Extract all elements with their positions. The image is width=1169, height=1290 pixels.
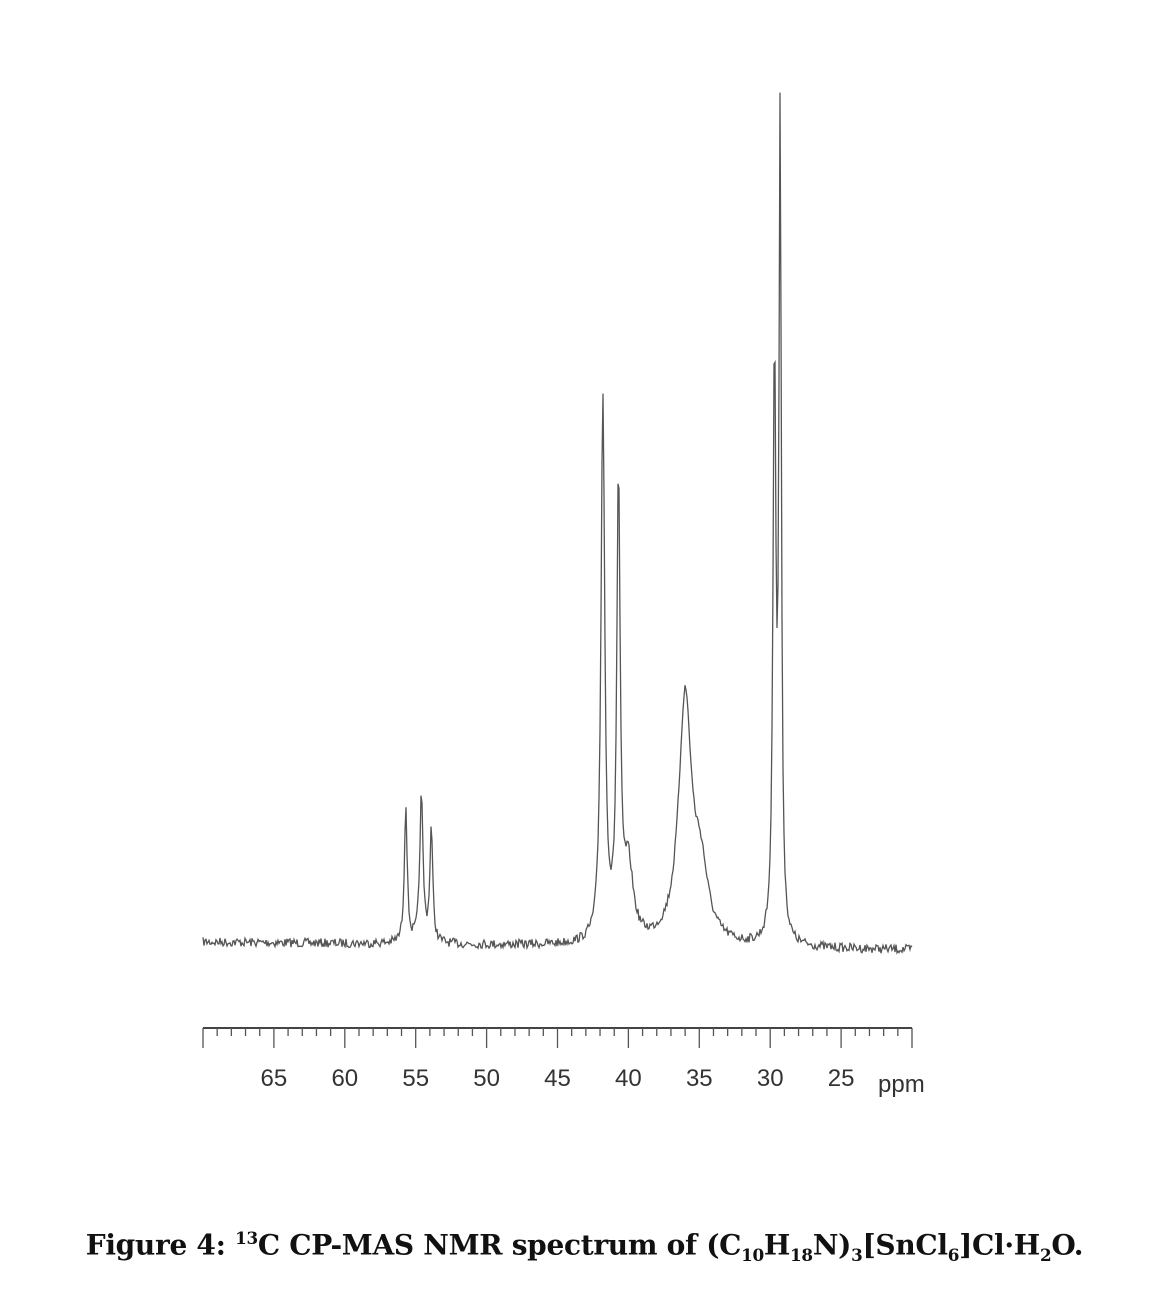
- x-tick-label: 25: [828, 1065, 855, 1092]
- x-tick-label: 45: [544, 1065, 571, 1092]
- caption-sub: 18: [790, 1244, 813, 1265]
- caption-text: ]Cl·H: [959, 1228, 1040, 1262]
- x-tick-label: 65: [261, 1065, 288, 1092]
- caption-sub: 6: [947, 1244, 960, 1265]
- x-tick-label: 50: [473, 1065, 500, 1092]
- x-axis-ticks: [202, 1028, 913, 1048]
- x-tick-label: 55: [402, 1065, 429, 1092]
- x-axis-unit-label: ppm: [878, 1071, 925, 1098]
- caption-sub: 2: [1039, 1244, 1052, 1265]
- caption-sub: 10: [741, 1244, 764, 1265]
- caption-text: C CP-MAS NMR spectrum of (C: [257, 1228, 742, 1262]
- x-tick-label: 40: [615, 1065, 642, 1092]
- spectrum-line: [202, 92, 913, 955]
- x-tick-label: 60: [331, 1065, 358, 1092]
- caption-isotope: 13: [235, 1228, 258, 1248]
- x-axis-tick-labels: 65 60 55 50 45 40 35 30 25: [261, 1065, 855, 1092]
- caption-text: O.: [1051, 1228, 1084, 1262]
- caption-text: N): [812, 1228, 852, 1262]
- figure-caption: Figure 4: 13C CP-MAS NMR spectrum of (C1…: [0, 1228, 1169, 1265]
- caption-sub: 3: [851, 1244, 863, 1265]
- caption-text: [SnCl: [862, 1228, 948, 1262]
- caption-prefix: Figure 4:: [85, 1228, 236, 1262]
- caption-text: H: [763, 1228, 791, 1262]
- x-tick-label: 30: [757, 1065, 784, 1092]
- x-tick-label: 35: [686, 1065, 713, 1092]
